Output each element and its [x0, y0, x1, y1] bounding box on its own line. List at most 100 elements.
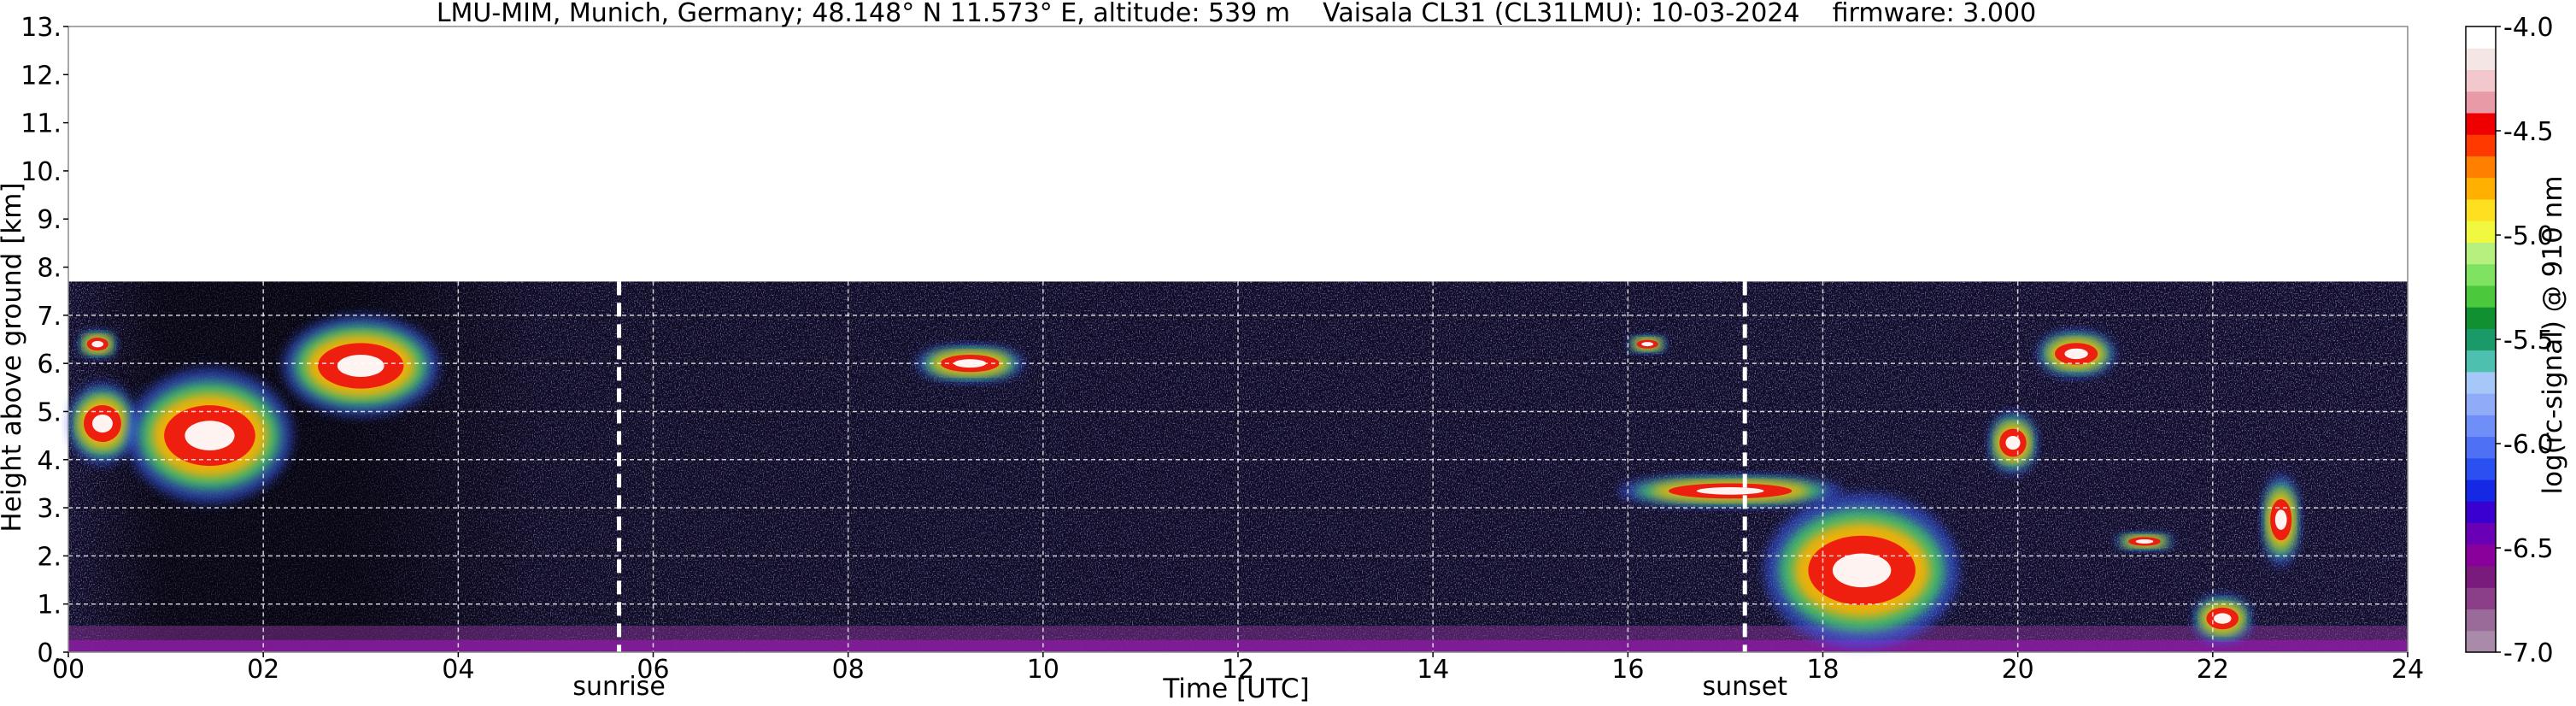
cloud-peak [337, 354, 384, 377]
cloud-feature-7 [1764, 493, 1960, 648]
x-tick-label: 08 [832, 655, 865, 685]
colorbar-swatch [2466, 479, 2496, 502]
y-tick-label: 6. [37, 350, 62, 379]
x-tick-label: 20 [2002, 655, 2034, 685]
cloud-feature-10 [2115, 532, 2174, 551]
sunrise-label: sunrise [572, 672, 665, 702]
colorbar-tick-label: -5.0 [2503, 221, 2554, 251]
y-tick-label: 12. [21, 61, 62, 91]
cloud-feature-5 [1628, 334, 1667, 354]
sunset-label: sunset [1702, 672, 1787, 702]
x-tick-label: 22 [2197, 655, 2229, 685]
colorbar-swatch [2466, 112, 2496, 135]
colorbar-swatch [2466, 307, 2496, 329]
colorbar-swatch [2466, 350, 2496, 373]
cloud-layers [68, 315, 2301, 648]
cloud-peak [2005, 436, 2021, 450]
colorbar-swatch [2466, 566, 2496, 588]
y-axis-label: Height above ground [km] [0, 182, 27, 532]
colorbar [2465, 26, 2497, 653]
colorbar-swatch [2466, 263, 2496, 286]
grid-lines [68, 281, 2408, 652]
colorbar-swatch [2466, 544, 2496, 567]
y-tick-label: 9. [37, 205, 62, 235]
y-tick-label: 1. [37, 591, 62, 621]
y-tick-label: 4. [37, 446, 62, 476]
x-tick-label: 18 [1806, 655, 1839, 685]
x-tick-label: 04 [442, 655, 474, 685]
chart-title: LMU-MIM, Munich, Germany; 48.148° N 11.5… [437, 0, 2036, 28]
cloud-peak [2274, 509, 2287, 530]
colorbar-swatch [2466, 242, 2496, 265]
colorbar-swatch [2466, 371, 2496, 394]
colorbar-swatch [2466, 156, 2496, 179]
colorbar-tick-label: -5.5 [2503, 326, 2554, 356]
y-tick-label: 2. [37, 542, 62, 572]
y-tick-label: 11. [21, 109, 62, 139]
colorbar-swatch [2466, 522, 2496, 545]
y-tick-label: 7. [37, 302, 62, 332]
colorbar-swatch [2466, 69, 2496, 92]
colorbar-label: log(rc-signal) @ 910 nm [2538, 175, 2568, 494]
colorbar-swatch [2466, 26, 2496, 49]
cloud-feature-11 [2193, 594, 2252, 643]
colorbar-swatch [2466, 609, 2496, 632]
colorbar-tick-label: -4.0 [2503, 13, 2554, 43]
y-tick-label: 13. [21, 13, 62, 43]
colorbar-swatch [2466, 177, 2496, 200]
colorbar-swatch [2466, 198, 2496, 221]
x-tick-label: 12 [1222, 655, 1254, 685]
y-tick-label: 10. [21, 157, 62, 187]
y-tick-label: 8. [37, 254, 62, 284]
colorbar-swatch [2466, 457, 2496, 480]
cloud-peak [1832, 553, 1892, 588]
colorbar-swatch [2466, 134, 2496, 156]
y-tick-label: 0. [37, 638, 62, 668]
colorbar-swatch [2466, 630, 2496, 653]
cloud-peak [185, 421, 235, 450]
cloud-peak [91, 415, 113, 433]
x-axis-label: Time [UTC] [1162, 674, 1309, 704]
colorbar-tick-label: -4.5 [2503, 117, 2554, 147]
annotations: sunrise sunset [572, 672, 1787, 702]
cloud-feature-0 [68, 382, 137, 465]
cloud-feature-6 [1617, 474, 1843, 509]
cloud-feature-8 [1988, 411, 2038, 474]
colorbar-ticks: -4.0 -4.5 -5.0 -5.5 -6.0 -6.5 -7.0 [2496, 13, 2554, 668]
colorbar-swatch [2466, 48, 2496, 70]
y-axis-ticks: 0. 1. 2. 3. 4. 5. 6. 7. 8. 9. 10. 11. 12. 13. [21, 13, 68, 668]
colorbar-tick-label: -7.0 [2503, 638, 2554, 668]
colorbar-tick-label: -6.5 [2503, 534, 2554, 564]
cloud-feature-1 [126, 368, 293, 503]
colorbar-swatch [2466, 587, 2496, 610]
sun-event-lines [617, 281, 1747, 652]
cloud-feature-12 [2261, 474, 2301, 566]
colorbar-swatch [2466, 501, 2496, 524]
x-tick-label: 00 [52, 655, 85, 685]
x-tick-label: 14 [1417, 655, 1449, 685]
x-tick-label: 24 [2391, 655, 2424, 685]
x-tick-label: 02 [247, 655, 279, 685]
cloud-peak [2135, 539, 2154, 544]
x-axis-ticks: 00 02 04 06 08 10 12 14 16 18 20 22 24 [52, 652, 2424, 685]
cloud-feature-9 [2037, 329, 2115, 379]
cloud-feature-3 [78, 329, 118, 359]
cloud-peak [2064, 348, 2088, 360]
x-tick-label: 06 [637, 655, 669, 685]
cloud-feature-2 [282, 315, 439, 417]
colorbar-tick-label: -6.0 [2503, 430, 2554, 460]
colorbar-swatch [2466, 221, 2496, 243]
y-tick-label: 5. [37, 397, 62, 427]
colorbar-swatch [2466, 328, 2496, 351]
cloud-peak [2213, 613, 2232, 624]
colorbar-swatch [2466, 436, 2496, 459]
colorbar-swatch [2466, 393, 2496, 415]
cloud-peak [91, 340, 104, 348]
colorbar-swatch [2466, 91, 2496, 114]
y-tick-label: 3. [37, 494, 62, 524]
cloud-peak [1696, 487, 1764, 495]
colorbar-swatch [2466, 285, 2496, 308]
colorbar-swatch [2466, 415, 2496, 438]
cloud-peak [1641, 342, 1653, 347]
